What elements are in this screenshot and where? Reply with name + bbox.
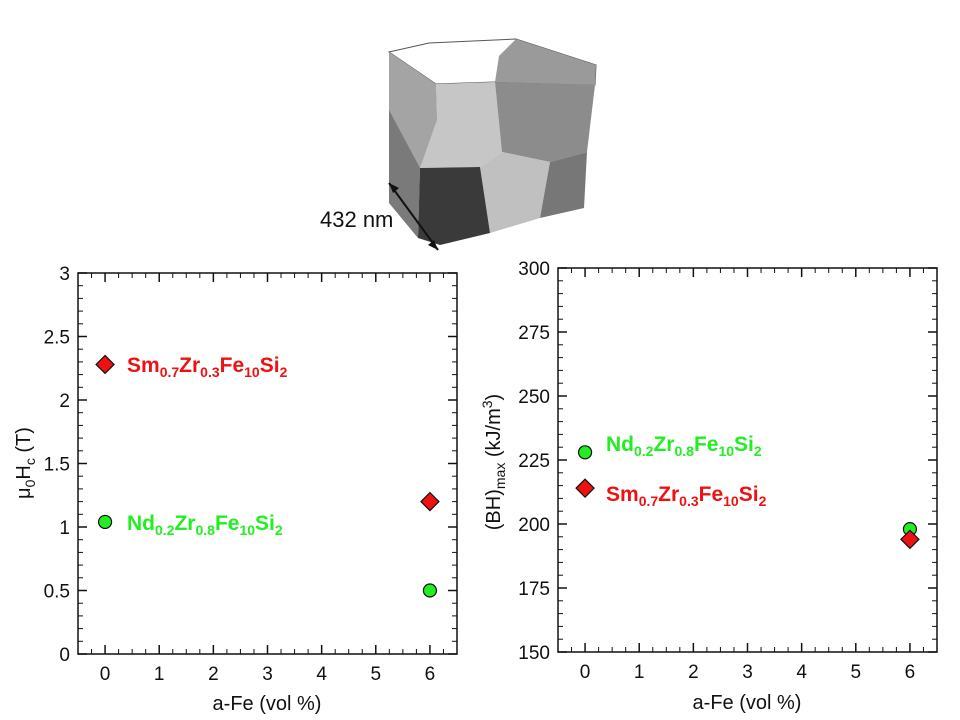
plot-frame [77,272,458,655]
y-tick-label: 1.5 [44,455,70,476]
coercivity-chart: 0 1 2 3 4 5 6 0 0.5 1 1.5 2 2.5 3 a-Fe (vol %) μ0Hc … [13,264,458,715]
x-tick-label: 6 [425,664,436,685]
y-axis-label: (BH)max (kJ/m3) [479,394,508,530]
x-tick-label: 5 [850,662,861,683]
point-Sm0.7Zr0.3Fe10Si2 [575,478,595,499]
y-tick-label: 3 [59,264,70,285]
x-tick-label: 4 [796,662,807,683]
scale-arrowhead-bottom [428,240,438,250]
x-tick-label: 0 [580,662,591,683]
y-tick-label: 0.5 [44,582,70,603]
grain-front-dark [418,167,490,245]
point-Sm0.7Zr0.3Fe10Si2 [420,491,440,512]
point-Sm0.7Zr0.3Fe10Si2 [95,354,115,375]
y-axis-label: μ0Hc (T) [13,427,38,499]
scale-arrow [388,182,439,251]
grain-front-mid [480,152,550,233]
plot-frame [557,267,938,653]
y-tick-label: 275 [518,323,550,344]
y-tick-label: 2 [59,391,70,412]
y-tick-label: 300 [518,259,550,280]
x-tick-label: 0 [100,664,111,685]
legend-label-nd: Nd0.2Zr0.8Fe10Si2 [127,512,283,538]
energy-product-chart: 0 1 2 3 4 5 6 150 175 200 225 250 275 300 a-Fe (vol … [479,259,938,714]
data-points [575,445,920,550]
x-tick-label: 1 [154,664,165,685]
x-axis: 0 1 2 3 4 5 6 [571,268,924,683]
legend-label-nd: Nd0.2Zr0.8Fe10Si2 [606,433,762,459]
y-tick-label: 250 [518,387,550,408]
point-Nd0.2Zr0.8Fe10Si2 [577,445,593,460]
y-tick-label: 2.5 [44,328,70,349]
x-tick-label: 1 [634,662,645,683]
x-axis-label: a-Fe (vol %) [213,693,322,715]
cube-left-grain [389,52,437,168]
x-axis: 0 1 2 3 4 5 6 [91,273,444,685]
point-Nd0.2Zr0.8Fe10Si2 [422,583,438,598]
y-tick-label: 150 [518,643,550,664]
x-tick-label: 3 [262,664,273,685]
grain-front-light [420,82,502,168]
grain-front-right [495,82,595,162]
x-tick-label: 3 [742,662,753,683]
grain-front-bottom-right [540,152,587,218]
x-tick-label: 6 [905,662,916,683]
y-tick-label: 1 [59,518,70,539]
x-tick-label: 2 [688,662,699,683]
point-Sm0.7Zr0.3Fe10Si2 [900,529,920,550]
x-tick-label: 2 [208,664,219,685]
data-points [95,354,440,598]
y-tick-label: 175 [518,579,550,600]
legend-label-sm: Sm0.7Zr0.3Fe10Si2 [606,483,767,509]
y-tick-label: 225 [518,451,550,472]
y-tick-label: 200 [518,515,550,536]
legend-label-sm: Sm0.7Zr0.3Fe10Si2 [127,354,288,380]
scale-label: 432 nm [320,207,393,232]
y-tick-label: 0 [59,645,70,666]
y-axis: 0 0.5 1 1.5 2 2.5 3 [44,264,457,666]
point-Nd0.2Zr0.8Fe10Si2 [97,514,113,530]
x-tick-label: 5 [370,664,381,685]
y-axis: 150 175 200 225 250 275 300 [518,259,937,664]
grain-top-right [495,39,596,85]
voronoi-grain-cube-icon: 432 nm [320,38,597,251]
x-axis-label: a-Fe (vol %) [693,692,802,714]
scale-arrowhead-top [389,183,399,193]
x-tick-label: 4 [316,664,327,685]
